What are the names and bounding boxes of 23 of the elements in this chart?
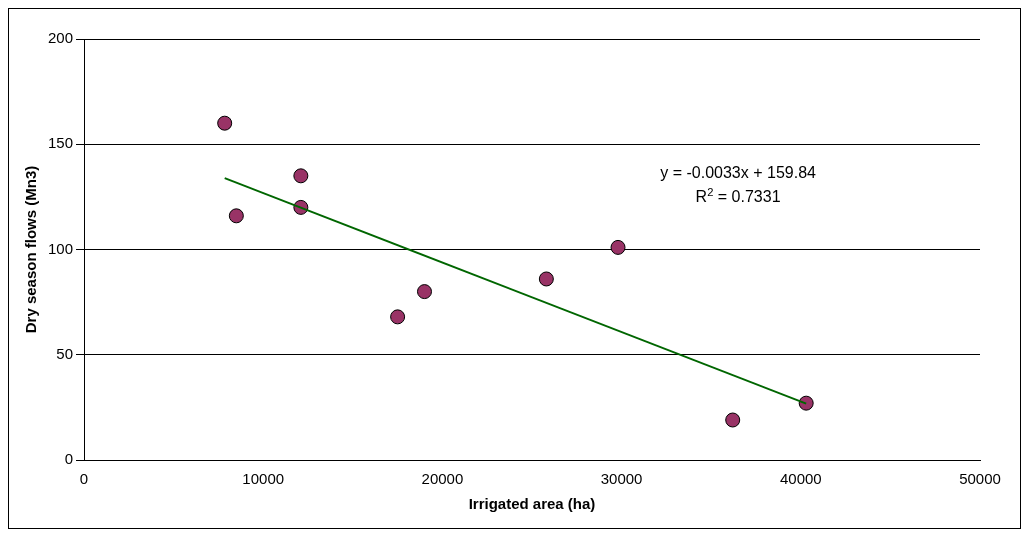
x-tick-label: 50000 (959, 470, 1001, 488)
point (293, 168, 309, 184)
y-tick-label: 200 (48, 29, 74, 47)
point (798, 395, 814, 411)
x-tick-label: 20000 (421, 470, 464, 488)
point (228, 208, 244, 224)
x-tick-label: 30000 (600, 470, 643, 488)
y-tick-label: 0 (64, 450, 74, 468)
point (538, 271, 554, 287)
annotation: y = -0.0033x + 159.84 (660, 163, 817, 181)
x-tick-label: 40000 (779, 470, 822, 488)
point (417, 284, 432, 300)
x-tick-label: 0 (79, 470, 89, 488)
point (610, 239, 626, 255)
point (725, 412, 741, 428)
y-tick-label: 100 (48, 239, 74, 257)
y-tick-label: 150 (48, 134, 74, 152)
x-tick-label: 10000 (242, 470, 285, 488)
point (217, 115, 233, 131)
y-tick-label: 50 (56, 344, 74, 362)
x-axis-title: Irrigated area (ha) (468, 495, 596, 513)
point (390, 309, 406, 325)
y-axis-title: Dry season flows (Mn3) (22, 165, 40, 334)
